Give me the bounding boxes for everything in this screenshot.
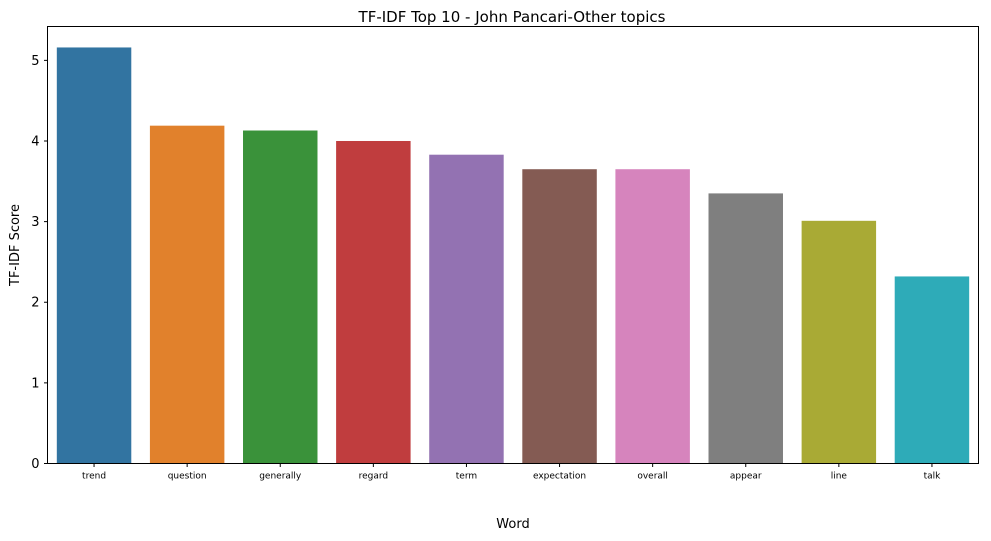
x-tick-label: talk [924,472,942,482]
y-axis-ticks: 0 1 2 3 4 5 [31,54,48,472]
x-tick-label: line [831,472,848,482]
bar-term [429,154,504,464]
x-tick-label: generally [259,472,302,482]
x-tick-label: regard [359,472,389,482]
bar-question [149,125,225,464]
y-tick-label: 4 [31,134,39,149]
bar-talk [894,276,970,464]
x-axis-ticks: trend question generally regard term expectat… [82,463,942,482]
x-tick-label: question [168,472,207,482]
y-tick-label: 1 [31,376,39,391]
bar-overall [615,169,690,464]
y-tick-label: 2 [31,296,39,311]
chart-title: TF-IDF Top 10 - John Pancari-Other topic… [358,8,666,26]
bar-appear [708,193,783,464]
bar-generally [243,130,318,464]
y-tick-label: 5 [31,54,39,69]
bar-line [801,220,877,464]
bars-group [56,47,970,464]
x-tick-label: appear [730,472,762,482]
y-tick-label: 3 [31,215,39,230]
x-tick-label: expectation [533,472,586,482]
plot-frame [47,26,979,464]
y-tick-label: 0 [31,457,39,472]
bar-expectation [522,169,597,464]
x-axis-label: Word [496,517,529,532]
x-tick-label: overall [637,472,668,482]
x-tick-label: term [456,472,477,482]
x-tick-label: trend [82,472,106,482]
bar-regard [336,140,411,464]
bar-trend [56,47,132,464]
y-axis-label: TF-IDF Score [8,204,23,287]
